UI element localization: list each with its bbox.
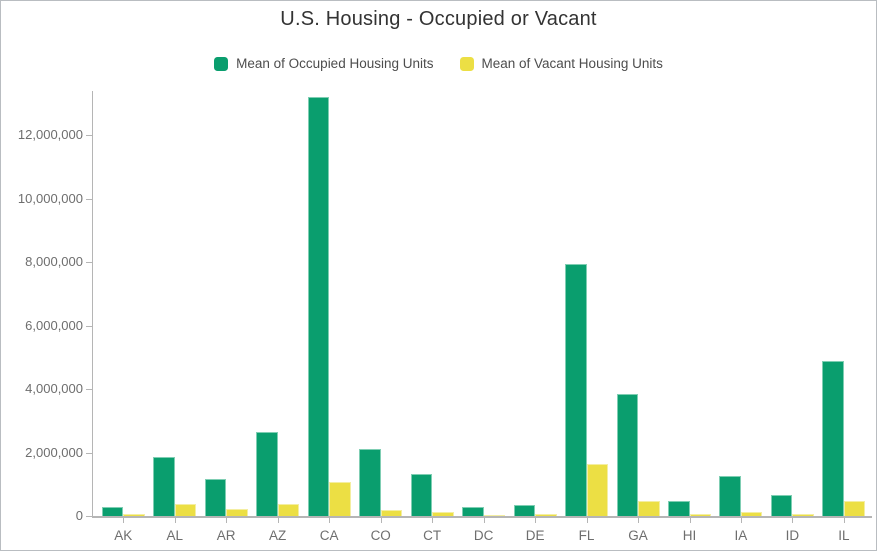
y-axis-tick-label: 8,000,000	[25, 254, 83, 270]
y-axis-tick	[86, 262, 92, 264]
y-axis-tick	[86, 452, 92, 454]
x-axis-tick	[123, 518, 125, 523]
bar-az-vacant[interactable]	[277, 503, 300, 516]
bar-dc-vacant[interactable]	[483, 514, 506, 516]
legend-item-occupied[interactable]: Mean of Occupied Housing Units	[214, 56, 434, 71]
x-axis-tick-label: CA	[319, 528, 339, 543]
x-axis-tick	[586, 518, 588, 523]
bar-ak-occupied[interactable]	[101, 507, 124, 516]
x-axis-line	[92, 516, 872, 518]
x-axis-tick	[226, 518, 228, 523]
x-axis-tick-label: CT	[423, 528, 442, 543]
y-axis-tick-label: 10,000,000	[17, 190, 83, 206]
legend-item-label: Mean of Occupied Housing Units	[236, 56, 434, 71]
x-axis-tick-label: CO	[370, 528, 391, 543]
y-axis-tick-label: 6,000,000	[25, 317, 83, 333]
chart-title: U.S. Housing - Occupied or Vacant	[280, 8, 597, 30]
y-axis-tick	[86, 516, 92, 517]
y-axis-line	[92, 91, 93, 518]
y-axis-tick-label: 2,000,000	[25, 444, 83, 460]
bar-hi-vacant[interactable]	[689, 513, 711, 516]
y-axis-tick-label: 0	[75, 508, 83, 523]
x-axis-tick	[792, 518, 794, 523]
legend-item-label: Mean of Vacant Housing Units	[481, 56, 663, 71]
x-axis-tick-label: FL	[578, 528, 595, 543]
x-axis-tick-label: ID	[785, 528, 800, 543]
x-axis-tick	[277, 518, 279, 523]
bar-il-vacant[interactable]	[843, 500, 866, 516]
x-axis-tick	[740, 518, 742, 523]
x-axis-tick	[483, 518, 485, 523]
bar-de-occupied[interactable]	[513, 504, 536, 516]
y-axis-tick-label: 12,000,000	[17, 127, 83, 143]
chart-legend: Mean of Occupied Housing Units Mean of V…	[1, 57, 876, 71]
bar-co-vacant[interactable]	[380, 509, 403, 516]
y-axis-tick-label: 4,000,000	[25, 381, 83, 397]
bar-ar-occupied[interactable]	[204, 479, 227, 516]
x-axis-tick-label: AZ	[269, 528, 287, 543]
bar-al-occupied[interactable]	[153, 456, 175, 516]
y-axis-tick	[86, 135, 92, 137]
x-axis-tick-label: IA	[734, 528, 748, 543]
bar-az-occupied[interactable]	[256, 432, 278, 516]
bar-al-vacant[interactable]	[174, 504, 197, 516]
bar-dc-occupied[interactable]	[462, 507, 484, 516]
bar-hi-occupied[interactable]	[668, 501, 690, 516]
x-axis-tick	[432, 518, 434, 523]
vacant-series-swatch	[459, 57, 474, 71]
x-axis-tick	[380, 518, 382, 523]
y-axis-tick	[86, 325, 92, 327]
y-axis-tick	[86, 389, 92, 391]
x-axis-tick-label: AR	[216, 528, 236, 543]
x-axis-tick	[638, 518, 639, 523]
x-axis-tick	[843, 518, 845, 523]
bar-fl-vacant[interactable]	[586, 464, 608, 516]
bar-id-occupied[interactable]	[770, 495, 793, 516]
y-axis-tick	[86, 198, 92, 200]
bar-ga-occupied[interactable]	[616, 394, 638, 516]
x-axis-tick-label: DE	[525, 528, 545, 543]
occupied-series-swatch	[214, 57, 229, 71]
x-axis-tick-label: AL	[166, 528, 184, 543]
x-axis-tick	[535, 518, 537, 523]
bar-il-occupied[interactable]	[822, 360, 844, 516]
bar-id-vacant[interactable]	[792, 513, 814, 516]
x-axis-tick-label: AK	[114, 528, 133, 543]
bar-ga-vacant[interactable]	[638, 500, 660, 516]
bar-ar-vacant[interactable]	[226, 509, 248, 516]
x-axis-tick-label: IL	[838, 528, 850, 543]
bar-ak-vacant[interactable]	[123, 513, 145, 516]
bar-ia-vacant[interactable]	[740, 511, 763, 516]
bar-ca-vacant[interactable]	[329, 481, 351, 516]
legend-item-vacant[interactable]: Mean of Vacant Housing Units	[459, 56, 663, 71]
x-axis-tick	[329, 518, 331, 523]
bar-ia-occupied[interactable]	[719, 476, 741, 516]
bar-fl-occupied[interactable]	[565, 263, 587, 516]
bar-ct-vacant[interactable]	[432, 512, 454, 516]
x-axis-tick-label: HI	[682, 528, 697, 543]
bar-co-occupied[interactable]	[359, 448, 381, 516]
x-axis-tick-label: DC	[473, 528, 494, 543]
bar-ca-occupied[interactable]	[307, 97, 330, 516]
x-axis-tick	[689, 518, 691, 523]
bar-de-vacant[interactable]	[535, 514, 557, 516]
bar-ct-occupied[interactable]	[410, 474, 433, 516]
x-axis-tick	[174, 518, 176, 523]
x-axis-tick-label: GA	[628, 528, 648, 543]
